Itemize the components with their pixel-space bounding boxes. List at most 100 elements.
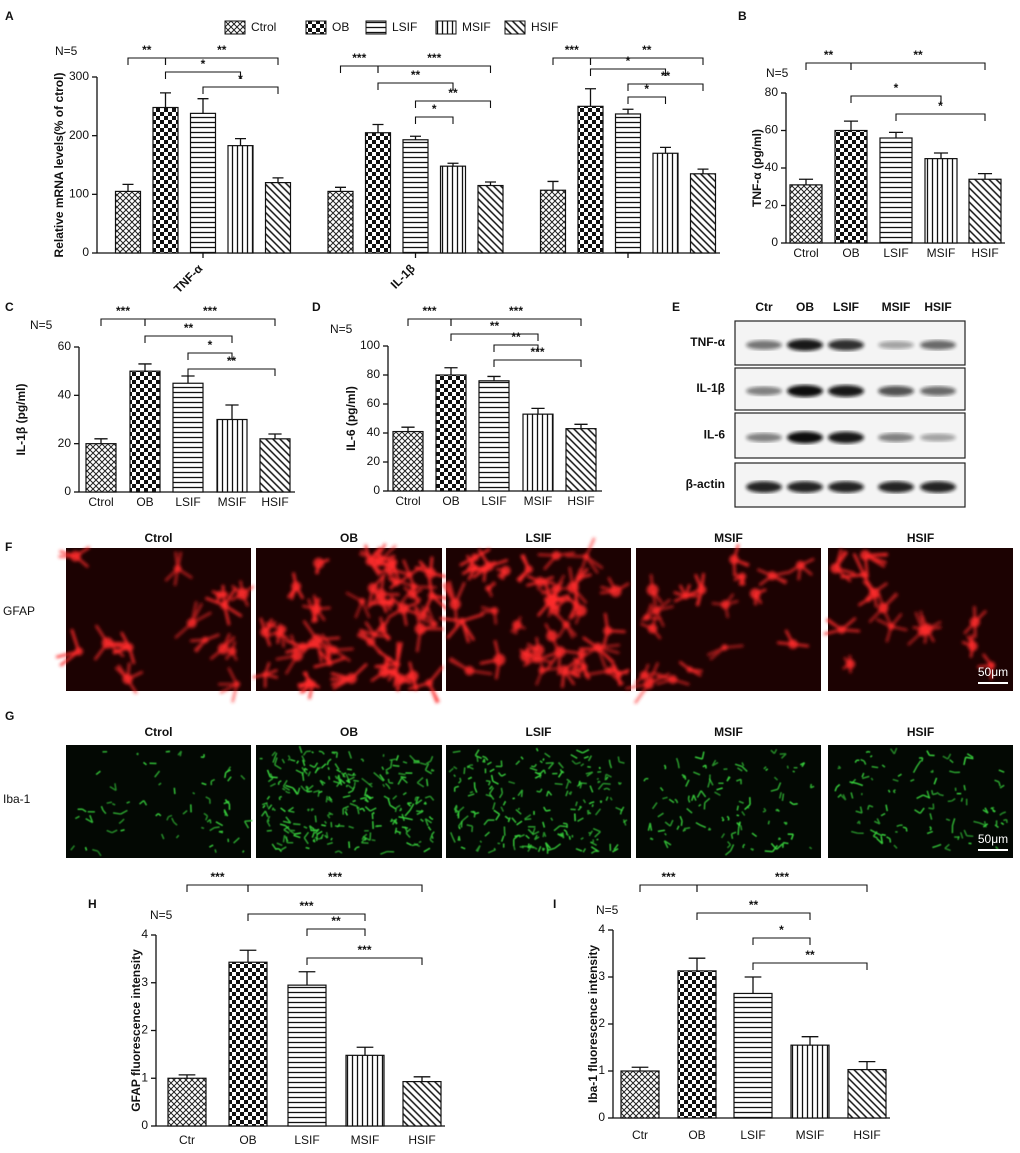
cell <box>770 782 782 792</box>
cell <box>425 755 434 765</box>
cell <box>395 755 400 761</box>
cell-body <box>406 571 413 578</box>
cell <box>604 773 612 781</box>
cell <box>736 814 740 817</box>
cell <box>423 801 427 805</box>
cell <box>685 573 705 607</box>
cell <box>912 615 942 644</box>
bar <box>345 1054 385 1127</box>
error-bar <box>660 146 671 154</box>
cell <box>367 575 400 611</box>
cell <box>861 772 865 778</box>
cell <box>963 784 966 791</box>
significance-label: *** <box>530 345 544 359</box>
cell-body <box>535 576 546 587</box>
cell <box>947 797 956 803</box>
significance-bracket <box>144 318 276 326</box>
significance-bracket <box>450 333 539 341</box>
cell <box>730 831 737 839</box>
cell <box>733 573 746 586</box>
y-tick-label: 100 <box>360 338 380 352</box>
cell <box>750 848 754 852</box>
cell <box>330 662 368 690</box>
cell <box>474 749 482 759</box>
cell-body <box>449 598 461 610</box>
x-tick-label: MSIF <box>351 1133 380 1147</box>
cell <box>285 790 291 794</box>
cell <box>527 828 534 835</box>
cell <box>305 785 308 789</box>
cell <box>603 787 611 791</box>
cell <box>868 588 899 627</box>
y-axis-label: Relative mRNA levels(% of ctrol) <box>52 73 66 258</box>
cell <box>643 777 649 782</box>
cell <box>166 814 173 821</box>
cell <box>578 643 621 669</box>
cells <box>252 543 453 704</box>
annotation: N=5 <box>330 322 353 336</box>
cell <box>314 767 319 774</box>
cell <box>201 782 207 786</box>
y-tick-label: 0 <box>373 483 380 497</box>
cell <box>405 828 412 838</box>
cell <box>424 763 433 775</box>
cell <box>424 818 433 827</box>
cells <box>448 747 628 854</box>
cell <box>364 788 368 797</box>
cell <box>488 787 495 801</box>
cell <box>390 818 394 822</box>
error-bar <box>239 949 257 963</box>
cell-body <box>215 590 224 599</box>
blot-band <box>920 481 956 493</box>
cell <box>334 850 343 854</box>
cell <box>597 782 611 790</box>
panel-letter: G <box>5 709 14 723</box>
bar <box>152 106 179 254</box>
cell-body <box>367 582 378 594</box>
cell <box>770 748 778 755</box>
cell <box>926 750 935 757</box>
cell <box>328 776 331 780</box>
cell <box>469 790 474 794</box>
cell <box>504 815 510 820</box>
y-tick-label: 3 <box>598 969 605 983</box>
cell <box>708 827 712 831</box>
cell <box>808 846 813 850</box>
cell <box>418 840 422 844</box>
panel-letter: E <box>672 300 680 314</box>
cell <box>740 825 743 831</box>
cell <box>334 823 341 828</box>
cell <box>182 809 188 815</box>
cell <box>353 846 360 851</box>
cell <box>201 826 205 830</box>
y-tick-label: 40 <box>367 425 381 439</box>
significance-bracket <box>493 359 582 367</box>
cell-body <box>767 571 777 581</box>
cell <box>321 824 327 827</box>
cell <box>693 771 701 776</box>
cell-body <box>365 557 375 566</box>
cell <box>605 796 609 801</box>
cell <box>664 832 667 836</box>
cell <box>430 831 435 839</box>
cell <box>589 785 594 793</box>
cell <box>613 844 619 851</box>
annotation: N=5 <box>55 44 78 58</box>
cell <box>276 842 283 847</box>
panel-letter: F <box>5 540 12 554</box>
cell <box>475 845 481 852</box>
cell <box>524 818 532 821</box>
cell <box>439 613 485 643</box>
cell-body <box>407 589 417 599</box>
cell <box>599 576 630 595</box>
legend-swatch <box>224 20 246 35</box>
significance-bracket <box>895 113 986 121</box>
cell-body <box>326 660 333 667</box>
cell <box>118 818 125 825</box>
y-tick-label: 40 <box>765 160 779 174</box>
cell <box>215 821 224 827</box>
error-bar <box>268 433 282 439</box>
cell <box>311 751 314 754</box>
cell <box>364 806 377 812</box>
cell-body <box>378 666 390 678</box>
